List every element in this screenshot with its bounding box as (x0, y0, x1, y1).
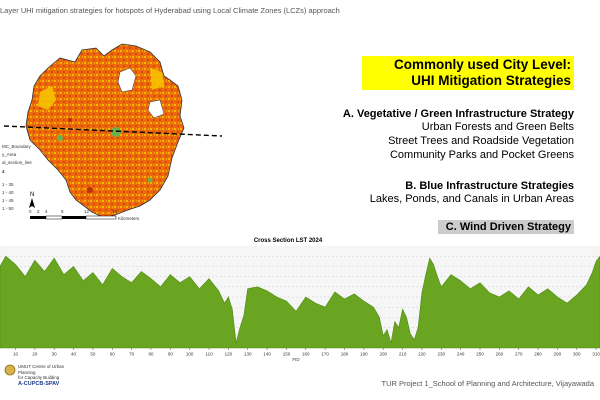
green-patch (147, 177, 153, 183)
cross-section-chart: Cross Section LST 2024 10 20 30 40 50 60 70 80 9… (0, 234, 600, 362)
legend-class: 1 - 50 (2, 206, 14, 211)
strategy-item: Lakes, Ponds, and Canals in Urban Areas (369, 193, 574, 205)
green-patch (111, 127, 121, 137)
strategy-title: A. Vegetative / Green Infrastructure Str… (342, 108, 574, 120)
map-figure: MC_Boundary y_Area al_section_line 4 1 -… (2, 43, 223, 221)
city-boundary (25, 43, 185, 219)
x-tick-label: 230 (438, 352, 446, 357)
scale-tick: 4 (45, 209, 48, 214)
x-tick-label: 80 (148, 352, 154, 357)
x-tick-label: 30 (52, 352, 58, 357)
x-tick-label: 280 (534, 352, 542, 357)
strategy-title-c: C. Wind Driven Strategy (438, 220, 574, 234)
white-hole (117, 67, 137, 93)
scale-tick: 0 (29, 209, 32, 214)
yellow-patch (38, 86, 56, 110)
section-line (3, 125, 223, 137)
logo-text: UMUT Centre of Urban Planning (18, 364, 65, 375)
red-hotspot (87, 187, 93, 193)
white-hole (147, 99, 165, 119)
x-tick-label: 160 (302, 352, 310, 357)
x-tick-label: 250 (476, 352, 484, 357)
x-tick-label: 300 (573, 352, 581, 357)
lst-area-series (0, 255, 600, 349)
scale-tick: 16 (112, 209, 118, 214)
x-tick-label: 190 (360, 352, 368, 357)
strategy-item: Urban Forests and Green Belts (421, 121, 574, 133)
logo-text: for Capacity Building (18, 375, 60, 380)
x-tick-label: 10 (13, 352, 19, 357)
x-tick-label: 150 (283, 352, 291, 357)
cross-section-svg: Cross Section LST 2024 10 20 30 40 50 60 70 80 9… (0, 238, 600, 362)
x-tick-label: 90 (168, 352, 174, 357)
x-tick-label: 60 (110, 352, 116, 357)
legend-class: 1 - 45 (2, 198, 14, 203)
strategies-heading: Commonly used City Level: UHI Mitigation… (362, 56, 574, 90)
x-tick-label: 40 (71, 352, 77, 357)
x-tick-label: 120 (225, 352, 233, 357)
x-tick-label: 130 (244, 352, 252, 357)
strategy-title: B. Blue Infrastructure Strategies (405, 180, 574, 192)
institute-emblem-icon (4, 364, 16, 376)
legend-class: 1 - 40 (2, 190, 14, 195)
red-hotspot (68, 118, 72, 122)
chart-title: Cross Section LST 2024 (254, 238, 323, 244)
scale-tick: 2 (37, 209, 40, 214)
x-tick-label: 240 (457, 352, 465, 357)
strategy-section-a: A. Vegetative / Green Infrastructure Str… (274, 108, 574, 162)
x-tick-label: 290 (554, 352, 562, 357)
x-axis-label: FID (292, 357, 300, 362)
x-tick-label: 170 (321, 352, 329, 357)
yellow-patch (150, 68, 164, 90)
x-tick-label: 220 (418, 352, 426, 357)
logo-text: A-CUPCB-SPAV (18, 380, 60, 387)
strategy-item: Street Trees and Roadside Vegetation (388, 135, 574, 147)
x-axis-ticks: 10 20 30 40 50 60 70 80 90 100 110 120 130 140 150 160 1… (13, 348, 600, 357)
x-tick-label: 180 (341, 352, 349, 357)
x-tick-label: 260 (496, 352, 504, 357)
institute-logo: UMUT Centre of Urban Planning for Capaci… (4, 364, 74, 398)
scale-bar: 0 2 4 8 12 16 Kilometers (29, 209, 140, 221)
x-tick-label: 110 (205, 352, 213, 357)
slide-title: Layer UHI mitigation strategies for hots… (0, 6, 340, 15)
x-tick-label: 200 (379, 352, 387, 357)
legend-item: al_section_line (2, 160, 32, 165)
legend-class: 1 - 35 (2, 182, 14, 187)
legend-item: y_Area (2, 152, 17, 157)
scale-unit: Kilometers (118, 216, 140, 221)
green-patch (57, 135, 63, 141)
scale-tick: 8 (61, 209, 64, 214)
map-legend: MC_Boundary y_Area al_section_line 4 1 -… (2, 144, 32, 211)
strategy-item: Community Parks and Pocket Greens (389, 149, 574, 161)
legend-item: 4 (2, 169, 5, 174)
svg-text:N: N (30, 192, 34, 198)
strategy-section-b: B. Blue Infrastructure Strategies Lakes,… (274, 180, 574, 206)
heading-line: UHI Mitigation Strategies (411, 73, 571, 88)
x-tick-label: 20 (32, 352, 38, 357)
x-tick-label: 140 (263, 352, 271, 357)
heading-line: Commonly used City Level: (393, 57, 571, 72)
x-tick-label: 270 (515, 352, 523, 357)
x-tick-label: 100 (186, 352, 194, 357)
footer-credit: TUR Project 1_School of Planning and Arc… (381, 379, 594, 388)
lst-map: MC_Boundary y_Area al_section_line 4 1 -… (0, 20, 235, 235)
north-arrow-icon: N (29, 192, 35, 208)
scale-tick: 12 (84, 209, 90, 214)
legend-item: MC_Boundary (2, 144, 32, 149)
x-tick-label: 50 (90, 352, 96, 357)
x-tick-label: 70 (129, 352, 135, 357)
x-tick-label: 210 (399, 352, 407, 357)
x-tick-label: 310 (592, 352, 600, 357)
